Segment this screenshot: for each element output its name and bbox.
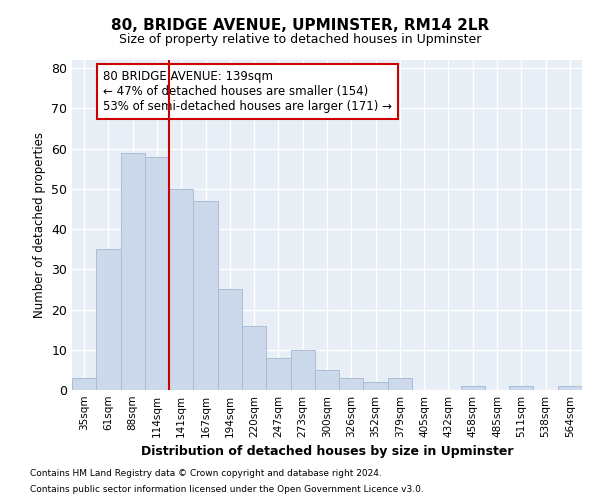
Bar [193, 201, 218, 390]
Bar [145, 156, 169, 390]
Text: Contains HM Land Registry data © Crown copyright and database right 2024.: Contains HM Land Registry data © Crown c… [30, 468, 382, 477]
Bar [364, 382, 388, 390]
Bar [461, 386, 485, 390]
Bar [388, 378, 412, 390]
Bar [242, 326, 266, 390]
Y-axis label: Number of detached properties: Number of detached properties [32, 132, 46, 318]
Bar [290, 350, 315, 390]
Bar [315, 370, 339, 390]
Bar [558, 386, 582, 390]
X-axis label: Distribution of detached houses by size in Upminster: Distribution of detached houses by size … [141, 446, 513, 458]
Text: 80 BRIDGE AVENUE: 139sqm
← 47% of detached houses are smaller (154)
53% of semi-: 80 BRIDGE AVENUE: 139sqm ← 47% of detach… [103, 70, 392, 113]
Bar [72, 378, 96, 390]
Bar [96, 249, 121, 390]
Bar [218, 290, 242, 390]
Bar [266, 358, 290, 390]
Bar [339, 378, 364, 390]
Bar [509, 386, 533, 390]
Text: Size of property relative to detached houses in Upminster: Size of property relative to detached ho… [119, 32, 481, 46]
Bar [121, 152, 145, 390]
Bar [169, 189, 193, 390]
Text: Contains public sector information licensed under the Open Government Licence v3: Contains public sector information licen… [30, 485, 424, 494]
Text: 80, BRIDGE AVENUE, UPMINSTER, RM14 2LR: 80, BRIDGE AVENUE, UPMINSTER, RM14 2LR [111, 18, 489, 32]
